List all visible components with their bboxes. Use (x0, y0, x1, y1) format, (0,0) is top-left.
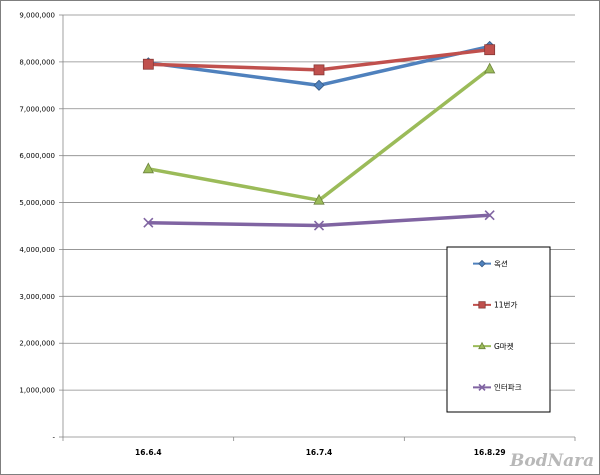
data-point-x (143, 217, 154, 228)
data-point-square (142, 58, 154, 70)
y-tick-label: 3,000,000 (19, 293, 55, 301)
data-point-triangle (142, 162, 154, 174)
x-tick-label: 16.8.29 (474, 448, 506, 457)
data-point-triangle (484, 62, 496, 74)
data-point-x (484, 210, 495, 221)
data-point-square (313, 64, 325, 76)
legend-label: 11번가 (494, 301, 517, 310)
x-tick-labels: 16.6.4 16.7.4 16.8.29 (135, 448, 506, 457)
data-point-triangle (478, 341, 486, 350)
data-point-square (478, 301, 486, 309)
y-tick-label: 1,000,000 (19, 387, 55, 395)
data-point-square (484, 44, 496, 56)
legend-label: 옥션 (494, 258, 508, 268)
data-point-diamond (313, 79, 325, 91)
y-tick-label: 8,000,000 (19, 58, 55, 66)
series-3 (143, 210, 495, 231)
series-lines (142, 40, 496, 231)
y-tick-label: 2,000,000 (19, 340, 55, 348)
data-point-diamond (478, 259, 486, 268)
legend-label: G마켓 (494, 341, 514, 351)
legend-entry: 인터파크 (473, 382, 522, 392)
data-point-x (313, 220, 325, 231)
series-1 (142, 44, 496, 76)
y-tick-label: 5,000,000 (19, 199, 55, 207)
y-tick-label: 6,000,000 (19, 152, 55, 160)
axes (59, 14, 576, 441)
y-tick-label: 7,000,000 (19, 105, 55, 113)
x-tick-label: 16.7.4 (306, 448, 333, 457)
data-point-x (478, 383, 486, 391)
legend-entry: 옥션 (473, 258, 508, 268)
watermark-text: BodNara (509, 451, 594, 471)
series-2 (142, 62, 496, 205)
series-line (148, 213, 490, 228)
y-tick-labels: - 1,000,000 2,000,000 3,000,000 4,000,000 5,0… (19, 12, 55, 442)
y-tick-label: - (52, 434, 55, 442)
legend-entry: 11번가 (473, 301, 517, 310)
legend-entry: G마켓 (473, 341, 514, 351)
legend-box (446, 246, 551, 413)
x-tick-label: 16.6.4 (135, 448, 162, 457)
y-tick-label: 4,000,000 (19, 246, 55, 254)
y-tick-label: 9,000,000 (19, 12, 55, 20)
legend-label: 인터파크 (494, 382, 522, 392)
data-point-triangle (313, 193, 325, 205)
